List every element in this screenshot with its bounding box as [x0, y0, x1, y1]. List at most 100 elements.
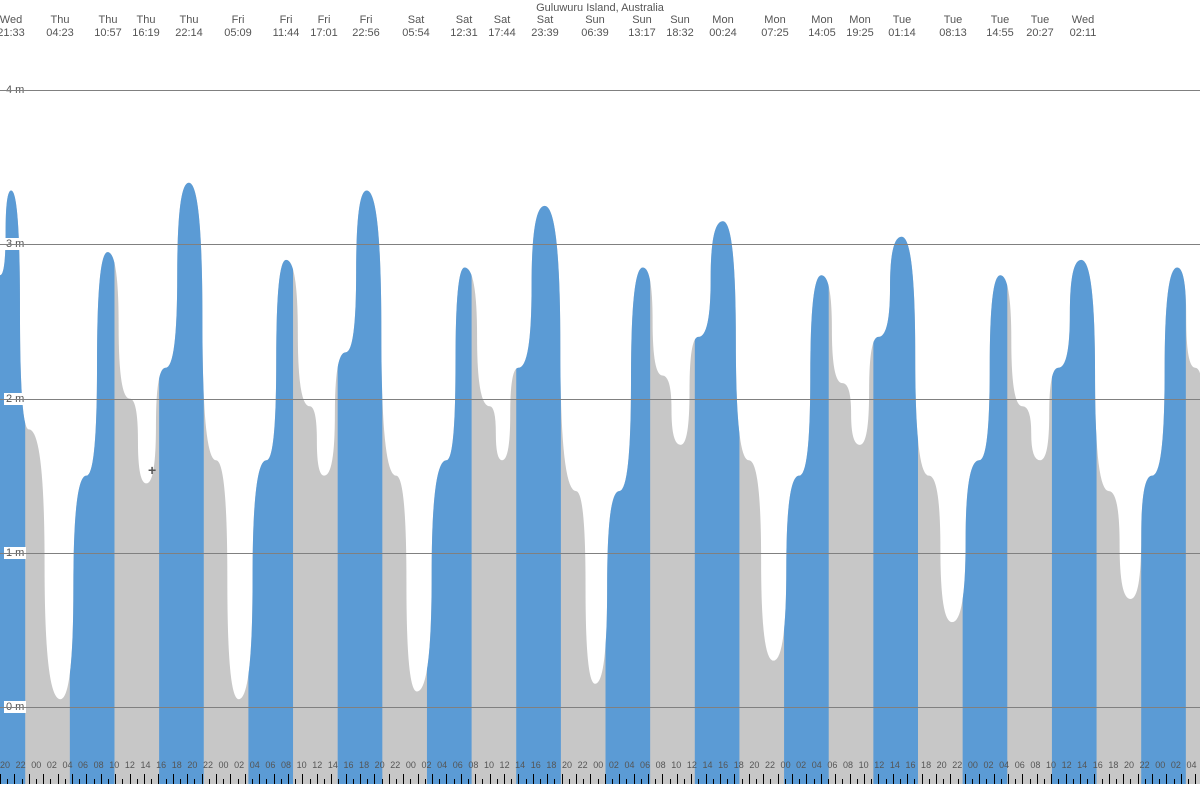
x-tick: [958, 779, 959, 784]
x-tick: [353, 779, 354, 784]
timestamp-label: Sat05:54: [391, 14, 441, 40]
x-tick: [842, 779, 843, 784]
x-tick: [367, 779, 368, 784]
x-tick: [475, 774, 476, 784]
x-tick: [281, 779, 282, 784]
x-tick: [857, 779, 858, 784]
x-tick: [1030, 779, 1031, 784]
x-tick: [216, 774, 217, 784]
x-tick: [1138, 774, 1139, 784]
x-tick: [245, 774, 246, 784]
x-tick: [706, 774, 707, 784]
x-tick: [454, 779, 455, 784]
cursor-cross-icon: +: [148, 462, 156, 478]
x-tick: [180, 779, 181, 784]
x-tick: [634, 774, 635, 784]
x-tick: [994, 774, 995, 784]
x-tick: [972, 779, 973, 784]
x-tick: [14, 774, 15, 784]
x-tick: [58, 774, 59, 784]
x-tick: [72, 774, 73, 784]
x-tick: [187, 774, 188, 784]
x-tick: [446, 774, 447, 784]
x-tick: [1022, 774, 1023, 784]
x-tick: [252, 779, 253, 784]
x-tick: [821, 774, 822, 784]
x-tick: [331, 774, 332, 784]
x-tick: [194, 779, 195, 784]
x-tick: [65, 779, 66, 784]
x-tick: [734, 774, 735, 784]
x-tick: [583, 779, 584, 784]
x-tick: [223, 779, 224, 784]
x-tick: [288, 774, 289, 784]
x-tick: [1123, 774, 1124, 784]
x-tick: [590, 774, 591, 784]
x-tick: [295, 779, 296, 784]
tide-area-svg: [0, 44, 1200, 784]
x-tick: [360, 774, 361, 784]
x-tick: [1073, 779, 1074, 784]
x-tick: [79, 779, 80, 784]
x-tick: [691, 774, 692, 784]
x-tick: [1130, 779, 1131, 784]
x-tick: [612, 779, 613, 784]
x-tick: [576, 774, 577, 784]
x-tick: [1174, 779, 1175, 784]
x-tick: [22, 779, 23, 784]
timestamp-label: Mon07:25: [750, 14, 800, 40]
x-tick: [166, 779, 167, 784]
gridline: [0, 707, 1200, 708]
x-tick: [893, 774, 894, 784]
x-tick: [749, 774, 750, 784]
x-tick: [1181, 774, 1182, 784]
x-tick: [1102, 779, 1103, 784]
gridline: [0, 90, 1200, 91]
x-tick: [986, 779, 987, 784]
x-tick: [1008, 774, 1009, 784]
timestamp-label: Fri22:56: [341, 14, 391, 40]
x-tick: [554, 779, 555, 784]
x-tick: [425, 779, 426, 784]
x-tick: [29, 774, 30, 784]
x-tick: [274, 774, 275, 784]
x-tick: [756, 779, 757, 784]
x-tick: [101, 774, 102, 784]
x-tick: [1116, 779, 1117, 784]
x-tick: [770, 779, 771, 784]
x-tick: [655, 779, 656, 784]
x-tick: [130, 774, 131, 784]
x-tick: [828, 779, 829, 784]
gridline: [0, 399, 1200, 400]
x-tick: [727, 779, 728, 784]
x-tick: [1159, 779, 1160, 784]
x-tick: [396, 779, 397, 784]
x-tick: [677, 774, 678, 784]
x-tick: [490, 774, 491, 784]
x-tick: [338, 779, 339, 784]
tide-chart: 0 m1 m2 m3 m4 m 20 22 00 02 04 06 08 10 …: [0, 44, 1200, 784]
timestamp-label: Thu22:14: [164, 14, 214, 40]
x-tick: [900, 779, 901, 784]
x-tick: [518, 774, 519, 784]
x-tick: [439, 779, 440, 784]
gridline: [0, 244, 1200, 245]
x-tick: [1145, 779, 1146, 784]
x-tick: [929, 779, 930, 784]
x-tick: [864, 774, 865, 784]
x-tick: [598, 779, 599, 784]
x-tick: [662, 774, 663, 784]
x-tick: [1152, 774, 1153, 784]
timestamp-label: Sat23:39: [520, 14, 570, 40]
x-tick: [806, 774, 807, 784]
x-tick: [648, 774, 649, 784]
x-tick: [871, 779, 872, 784]
x-tick: [792, 774, 793, 784]
x-tick: [713, 779, 714, 784]
x-tick: [108, 779, 109, 784]
timestamp-label: Mon00:24: [698, 14, 748, 40]
x-tick: [43, 774, 44, 784]
x-tick: [835, 774, 836, 784]
x-tick: [1087, 779, 1088, 784]
x-tick: [1066, 774, 1067, 784]
